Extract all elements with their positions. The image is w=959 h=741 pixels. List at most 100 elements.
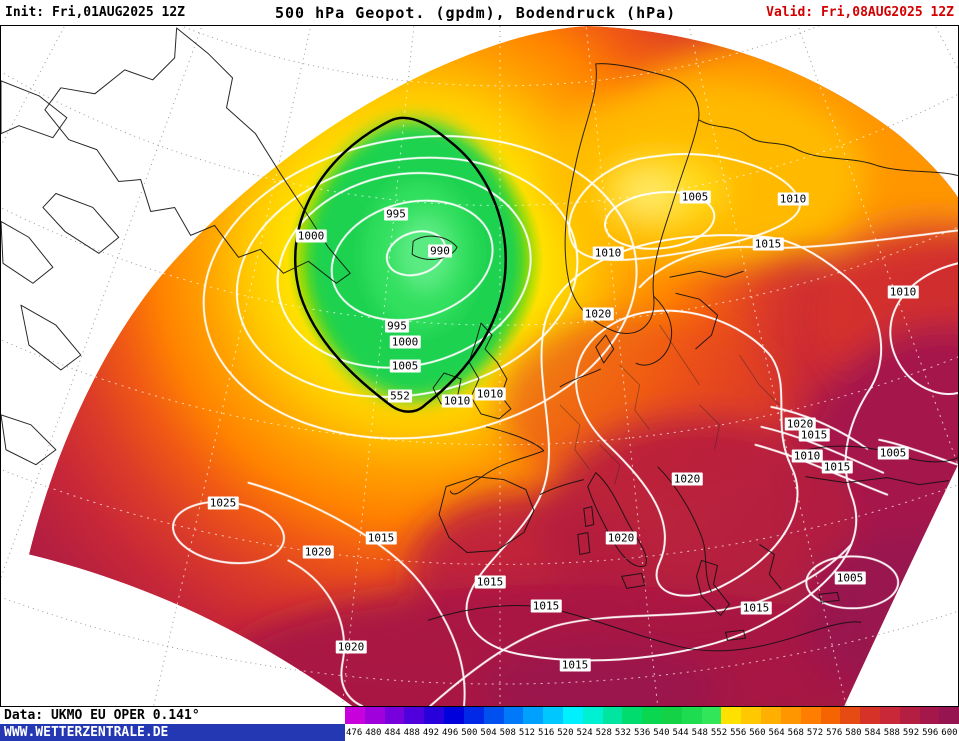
colorbar-tick: 496 (442, 727, 459, 738)
weather-map-svg (1, 26, 958, 706)
coast-cyprus (818, 591, 840, 603)
borders-group (559, 324, 780, 485)
website-label: WWW.WETTERZENTRALE.DE (4, 725, 169, 740)
colorbar-segment (543, 707, 563, 724)
header: Init: Fri,01AUG2025 12Z 500 hPa Geopot. … (0, 0, 959, 25)
colorbar-segment (463, 707, 484, 724)
colorbar-tick: 516 (538, 727, 555, 738)
colorbar-segment (404, 707, 425, 724)
colorbar-tick: 596 (922, 727, 939, 738)
colorbar-tick: 536 (634, 727, 651, 738)
isobars-group (172, 135, 958, 706)
colorbar-segment (483, 707, 504, 724)
colorbar-segment (721, 707, 742, 724)
field-region (28, 26, 958, 706)
coast-scandinavia (564, 63, 700, 334)
colorbar-tick: 528 (595, 727, 612, 738)
coast-iberia (438, 476, 535, 553)
colorbar-segment (384, 707, 405, 724)
colorbar-tick: 492 (422, 727, 440, 738)
colorbar-segment (741, 707, 762, 724)
colorbar-segment (701, 707, 722, 724)
colorbar-tick: 572 (806, 727, 824, 738)
colorbar-segment (820, 707, 841, 724)
colorbar-segment (780, 707, 801, 724)
colorbar-segment (919, 707, 940, 724)
colorbar-segment (642, 707, 662, 724)
colorbar-segment (364, 707, 385, 724)
colorbar-segment (860, 707, 880, 724)
colorbar: 476 480 484 488 492 496 500 504 508 512 516 520 524 5… (345, 707, 959, 741)
colorbar-tick: 576 (826, 727, 843, 738)
colorbar-tick: 548 (691, 727, 708, 738)
coast-canada (1, 80, 68, 139)
coast-greece (696, 559, 730, 616)
colorbar-tick: 476 (346, 727, 363, 738)
colorbar-tick: 484 (384, 727, 401, 738)
colorbar-tick: 560 (749, 727, 766, 738)
colorbar-tick: 500 (461, 727, 478, 738)
colorbar-tick: 512 (518, 727, 536, 738)
colorbar-tick: 568 (787, 727, 804, 738)
colorbar-tick: 564 (768, 727, 785, 738)
colorbar-ticks: 476 480 484 488 492 496 500 504 508 512 516 520 524 5… (345, 724, 959, 741)
colorbar-tick: 592 (902, 727, 920, 738)
coast-balkans (657, 466, 712, 593)
colorbar-segment (939, 707, 959, 724)
footer-left: Data: UKMO EU OPER 0.141° WWW.WETTERZENT… (0, 707, 345, 741)
colorbar-strip (345, 707, 959, 724)
colorbar-segment (582, 707, 603, 724)
contour-552 (294, 116, 507, 413)
coastlines-group (1, 27, 958, 652)
coast-iceland (411, 235, 458, 260)
colorbar-segment (602, 707, 623, 724)
colorbar-segment (622, 707, 643, 724)
colorbar-tick: 524 (576, 727, 593, 738)
coast-arctic-russia (698, 119, 958, 177)
colorbar-segment (899, 707, 920, 724)
colorbar-tick: 488 (403, 727, 420, 738)
colorbar-tick: 504 (480, 727, 497, 738)
data-source-label: Data: UKMO EU OPER 0.141° (4, 708, 200, 723)
coast-sicily (621, 572, 646, 589)
colorbar-tick: 588 (883, 727, 900, 738)
coast-britain (468, 322, 512, 420)
colorbar-segment (800, 707, 821, 724)
init-label: Init: Fri,01AUG2025 12Z (5, 5, 186, 20)
colorbar-tick: 556 (730, 727, 747, 738)
colorbar-tick: 532 (614, 727, 632, 738)
colorbar-segment (761, 707, 781, 724)
colorbar-segment (879, 707, 900, 724)
colorbar-tick: 480 (365, 727, 382, 738)
footer: Data: UKMO EU OPER 0.141° WWW.WETTERZENT… (0, 707, 959, 741)
colorbar-segment (444, 707, 464, 724)
colorbar-segment (840, 707, 861, 724)
colorbar-tick: 580 (845, 727, 862, 738)
colorbar-segment (562, 707, 583, 724)
colorbar-segment (345, 707, 365, 724)
valid-label: Valid: Fri,08AUG2025 12Z (766, 5, 954, 20)
colorbar-tick: 540 (653, 727, 670, 738)
coast-italy (587, 472, 647, 568)
colorbar-tick: 552 (710, 727, 728, 738)
colorbar-segment (503, 707, 524, 724)
colorbar-tick: 508 (499, 727, 516, 738)
page-title: 500 hPa Geopot. (gpdm), Bodendruck (hPa) (274, 3, 677, 22)
colorbar-tick: 520 (557, 727, 574, 738)
coast-north-africa (427, 605, 862, 652)
colorbar-tick: 600 (941, 727, 958, 738)
map-area: 995 1000 990 995 1000 1005 552 1010 1010 1005 1010… (0, 25, 959, 707)
coast-denmark (595, 334, 615, 364)
graticule-white (28, 26, 958, 706)
colorbar-segment (424, 707, 445, 724)
low-center-green (310, 120, 520, 400)
colorbar-tick: 584 (864, 727, 881, 738)
coast-baltic (635, 295, 673, 366)
colorbar-segment (662, 707, 682, 724)
colorbar-segment (523, 707, 544, 724)
colorbar-tick: 544 (672, 727, 689, 738)
colorbar-segment (681, 707, 702, 724)
website-bar: WWW.WETTERZENTRALE.DE (0, 724, 345, 741)
coast-nw-europe (559, 368, 601, 388)
